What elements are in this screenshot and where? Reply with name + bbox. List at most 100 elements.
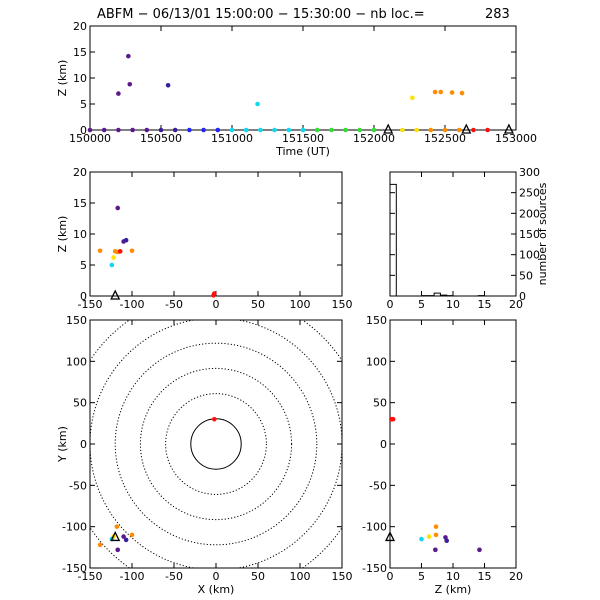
source-point [255,101,260,107]
station-triangle [384,530,396,542]
source-point [130,127,135,133]
x-tick-label: -150 [78,298,103,311]
source-point [438,89,444,95]
range-ring [90,320,342,568]
source-point [343,127,348,133]
x-tick-label: 15 [478,298,492,311]
x-tick-label: 152500 [424,132,466,145]
source-point [87,127,93,133]
range-ring [139,367,293,521]
x-tick-label: 150 [332,298,353,311]
height-histogram-frame [389,171,517,297]
x-tick-label: 5 [418,570,425,583]
source-point [433,547,438,553]
source-point [129,248,135,254]
x-tick-label: -150 [78,570,103,583]
x-tick-label: 0 [213,298,220,311]
source-point [114,524,120,529]
y-tick-label: 200 [519,207,540,220]
x-tick-label: 150500 [140,132,182,145]
y-tick-label: 100 [366,355,387,368]
y-tick-label: 100 [519,249,540,262]
x-axis-label: X (km) [198,583,235,596]
source-point [414,127,419,133]
source-point [115,205,121,211]
y-tick-label: 0 [80,290,87,303]
source-point [428,127,434,133]
source-point [485,127,490,133]
height-y-frame [389,319,517,569]
x-tick-label: 20 [509,570,523,583]
station-triangle [383,123,394,134]
source-point [433,532,439,538]
source-point [243,127,249,133]
source-point [116,127,121,133]
y-tick-label: -100 [362,521,387,534]
y-tick-label: 10 [73,72,87,85]
source-point [477,547,482,553]
x-tick-label: 151500 [282,132,324,145]
source-point [127,81,133,87]
y-tick-label: 150 [66,314,87,327]
source-point [144,127,150,133]
y-tick-label: 50 [519,269,533,282]
x-axis-label: Z (km) [435,583,472,596]
source-point [329,127,334,133]
range-rings [90,320,342,568]
x-tick-label: 10 [446,570,460,583]
x-tick-label: 0 [213,570,220,583]
source-point [126,53,131,59]
range-ring [90,320,342,568]
y-axis-label: number of sources [536,182,549,285]
source-point [357,127,363,133]
y-tick-label: 20 [73,166,87,179]
y-tick-label: 5 [80,259,87,272]
x-height-panel: -150 -100 -50 0 50 100 150 0 5 10 15 20 Z (km) [56,166,353,311]
x-tick-label: 100 [290,570,311,583]
x-axis-label: Time (UT) [275,145,330,158]
source-point [300,127,306,133]
source-point [97,248,103,254]
x-tick-label: 5 [418,298,425,311]
y-tick-label: 100 [66,355,87,368]
y-axis-label: Z (km) [56,60,69,97]
source-point [129,532,135,538]
y-tick-label: 150 [519,228,540,241]
range-ring [190,418,242,470]
y-tick-label: 15 [73,197,87,210]
y-tick-label: 0 [80,124,87,137]
time-height-panel: 150000 150500 151000 151500 152000 152500 1530… [56,20,537,158]
figure-title: ABFM − 06/13/01 15:00:00 − 15:30:00 − nb… [97,7,425,22]
y-tick-label: 300 [519,166,540,179]
x-tick-label: 50 [251,298,265,311]
source-point [272,127,277,133]
source-point [432,89,438,95]
source-point [115,547,121,553]
source-point [109,262,115,268]
source-point [442,127,448,133]
y-tick-label: 10 [73,228,87,241]
source-point [172,127,178,133]
y-tick-label: -150 [62,562,87,575]
x-tick-label: 50 [251,570,265,583]
x-tick-label: 100 [290,298,311,311]
x-tick-label: 0 [387,298,394,311]
x-tick-label: -100 [120,570,145,583]
x-tick-label: 10 [446,298,460,311]
time-height-frame [89,25,517,131]
x-tick-label: 152000 [353,132,395,145]
y-tick-label: 50 [373,397,387,410]
source-point [426,534,432,539]
x-tick-label: 150000 [69,132,111,145]
station-triangle [110,530,121,542]
y-tick-label: 150 [366,314,387,327]
source-point [390,416,396,422]
x-tick-label: -50 [165,298,183,311]
y-tick-label: 0 [519,290,526,303]
range-ring [90,320,342,568]
source-point [459,90,465,96]
histogram-bar [390,184,396,296]
y-tick-label: -50 [69,479,87,492]
